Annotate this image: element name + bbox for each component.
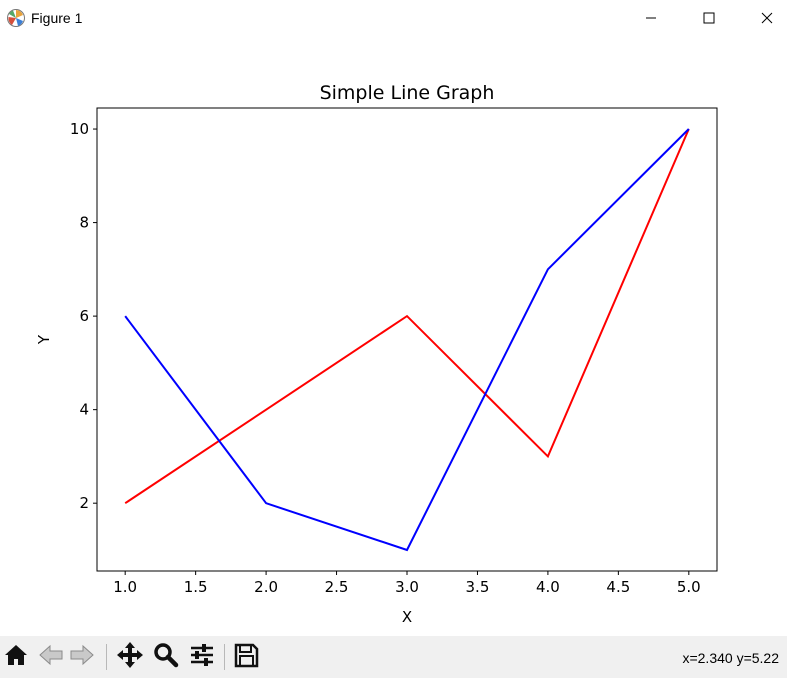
sliders-icon <box>189 642 215 672</box>
figure-canvas[interactable]: 1.0 1.5 2.0 2.5 3.0 3.5 4.0 4.5 5.0 2 4 6 8 10 Simple … <box>0 36 787 636</box>
axes-frame <box>96 107 718 572</box>
configure-subplots-button[interactable] <box>188 643 216 671</box>
forward-arrow-icon <box>69 642 95 672</box>
pan-button[interactable] <box>116 641 144 673</box>
y-tick-label: 4 <box>79 401 89 419</box>
chart-title: Simple Line Graph <box>320 82 495 104</box>
back-arrow-icon <box>38 642 64 672</box>
x-tick-label: 2.0 <box>254 578 278 596</box>
window-title: Figure 1 <box>31 10 83 26</box>
series-line-1 <box>124 128 690 505</box>
x-tick-label: 4.0 <box>536 578 560 596</box>
x-tick-label: 1.5 <box>184 578 208 596</box>
floppy-disk-icon <box>233 642 259 672</box>
matplotlib-logo-icon <box>6 8 26 28</box>
forward-button[interactable] <box>68 643 96 671</box>
maximize-button[interactable] <box>680 0 738 36</box>
back-button[interactable] <box>37 643 65 671</box>
cursor-coordinates: x=2.340 y=5.22 <box>682 650 779 666</box>
minimize-icon <box>645 12 657 24</box>
x-tick-label: 3.5 <box>466 578 490 596</box>
y-tick-label: 2 <box>79 494 89 512</box>
x-tick-label: 1.0 <box>113 578 137 596</box>
x-tick-label: 4.5 <box>606 578 630 596</box>
move-icon <box>116 641 144 673</box>
close-icon <box>761 12 773 24</box>
x-tick-label: 5.0 <box>677 578 701 596</box>
magnifier-icon <box>153 642 179 672</box>
maximize-icon <box>703 12 715 24</box>
x-tick-label: 3.0 <box>395 578 419 596</box>
home-button[interactable] <box>2 643 30 671</box>
y-tick-label: 10 <box>70 120 89 138</box>
x-tick-label: 2.5 <box>325 578 349 596</box>
minimize-button[interactable] <box>622 0 680 36</box>
save-button[interactable] <box>232 643 260 671</box>
navigation-toolbar: x=2.340 y=5.22 <box>0 636 787 678</box>
line-chart: 1.0 1.5 2.0 2.5 3.0 3.5 4.0 4.5 5.0 2 4 6 8 10 Simple … <box>35 82 718 626</box>
y-axis-label: Y <box>35 334 53 345</box>
series-line-2 <box>124 128 690 552</box>
toolbar-separator <box>106 644 107 670</box>
home-icon <box>3 642 29 672</box>
close-button[interactable] <box>738 0 787 36</box>
toolbar-separator <box>224 644 225 670</box>
y-tick-label: 8 <box>79 214 89 232</box>
zoom-button[interactable] <box>152 643 180 671</box>
y-tick-label: 6 <box>79 307 89 325</box>
window-titlebar: Figure 1 <box>0 0 787 36</box>
x-axis-label: X <box>402 608 412 626</box>
